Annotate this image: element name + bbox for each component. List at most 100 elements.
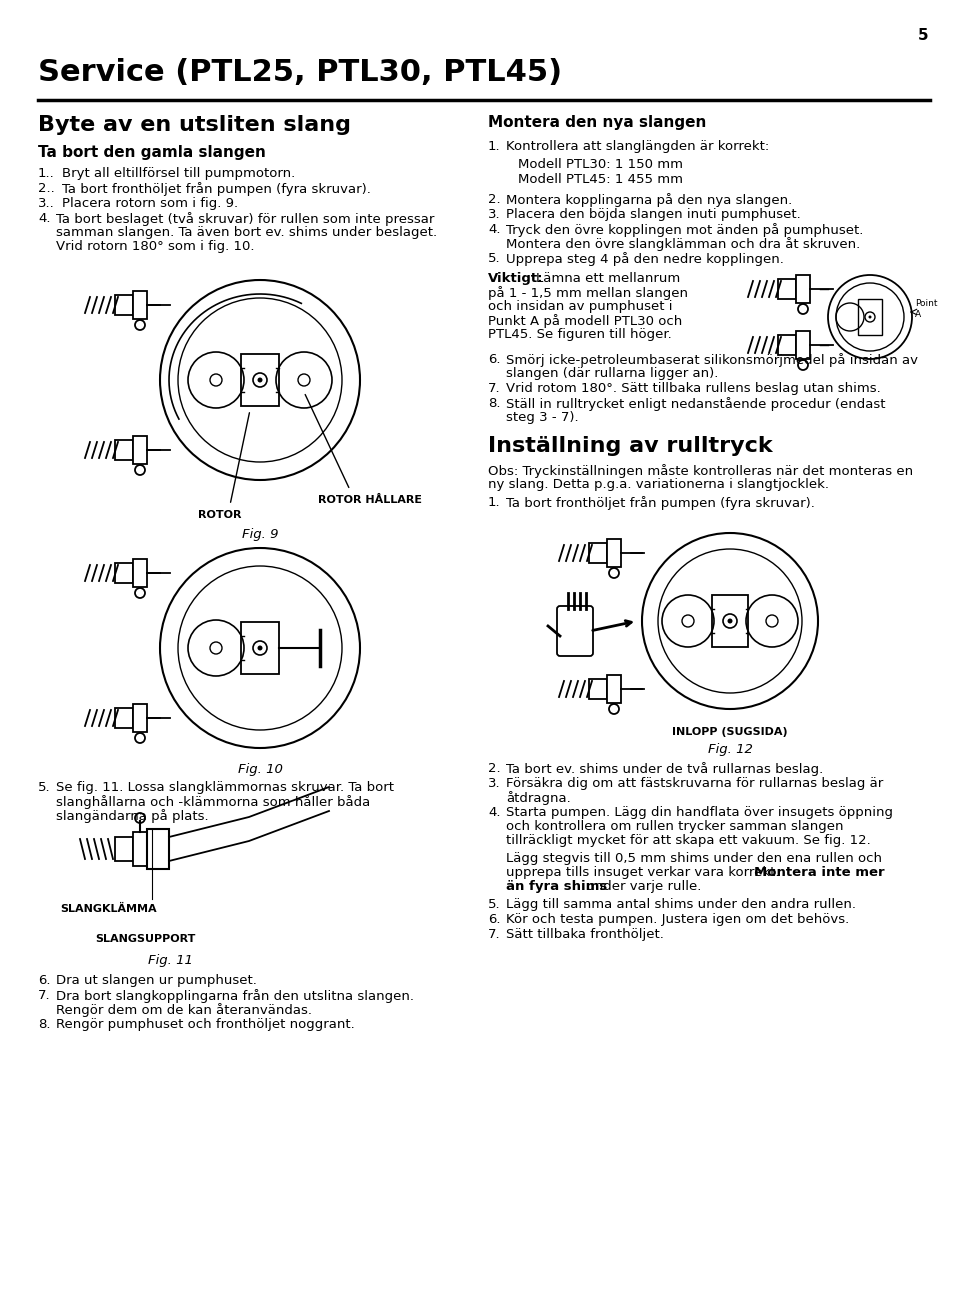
Bar <box>589 543 607 563</box>
Text: Bryt all eltillförsel till pumpmotorn.: Bryt all eltillförsel till pumpmotorn. <box>62 167 296 180</box>
Text: ROTOR: ROTOR <box>199 509 242 520</box>
Text: 7.: 7. <box>488 382 500 395</box>
Text: Fig. 12: Fig. 12 <box>708 743 753 756</box>
Text: Punkt A på modell PTL30 och: Punkt A på modell PTL30 och <box>488 314 683 328</box>
Bar <box>115 294 133 315</box>
Text: Försäkra dig om att fästskruvarna för rullarnas beslag är: Försäkra dig om att fästskruvarna för ru… <box>506 777 883 790</box>
Text: Dra bort slangkopplingarna från den utslitna slangen.: Dra bort slangkopplingarna från den utsl… <box>56 989 414 1003</box>
Text: Byte av en utsliten slang: Byte av en utsliten slang <box>38 115 351 136</box>
Text: Rengör dem om de kan återanvändas.: Rengör dem om de kan återanvändas. <box>56 1003 312 1016</box>
Text: Inställning av rulltryck: Inställning av rulltryck <box>488 437 773 456</box>
Text: Vrid rotorn 180° som i fig. 10.: Vrid rotorn 180° som i fig. 10. <box>56 240 254 253</box>
Bar <box>778 279 796 298</box>
Text: 4.: 4. <box>38 212 51 225</box>
Text: Montera den nya slangen: Montera den nya slangen <box>488 115 707 130</box>
Text: 1.: 1. <box>488 139 500 152</box>
Text: 1.: 1. <box>488 496 500 509</box>
Text: under varje rulle.: under varje rulle. <box>582 880 702 893</box>
Text: Dra ut slangen ur pumphuset.: Dra ut slangen ur pumphuset. <box>56 975 257 986</box>
Circle shape <box>609 704 619 714</box>
Text: 2.: 2. <box>488 193 500 206</box>
Text: ny slang. Detta p.g.a. variationerna i slangtjocklek.: ny slang. Detta p.g.a. variationerna i s… <box>488 478 829 491</box>
Circle shape <box>253 373 267 387</box>
Circle shape <box>798 360 808 370</box>
Text: Fig. 9: Fig. 9 <box>242 528 278 541</box>
Text: Viktigt:: Viktigt: <box>488 272 543 285</box>
Circle shape <box>723 614 737 628</box>
Text: 6.: 6. <box>488 913 500 926</box>
Text: 5.: 5. <box>488 898 500 911</box>
Text: 5: 5 <box>918 27 928 43</box>
Text: Placera den böjda slangen inuti pumphuset.: Placera den böjda slangen inuti pumphuse… <box>506 208 801 222</box>
Text: 7.: 7. <box>488 928 500 941</box>
Bar <box>241 354 279 407</box>
Text: Sätt tillbaka fronthöljet.: Sätt tillbaka fronthöljet. <box>506 928 664 941</box>
Text: Ta bort fronthöljet från pumpen (fyra skruvar).: Ta bort fronthöljet från pumpen (fyra sk… <box>506 496 815 509</box>
Bar <box>241 622 279 674</box>
Text: Tryck den övre kopplingen mot änden på pumphuset.: Tryck den övre kopplingen mot änden på p… <box>506 223 863 237</box>
Text: 5.: 5. <box>488 251 500 265</box>
Circle shape <box>869 315 872 318</box>
Text: och kontrollera om rullen trycker samman slangen: och kontrollera om rullen trycker samman… <box>506 820 844 833</box>
Text: steg 3 - 7).: steg 3 - 7). <box>506 410 579 423</box>
Text: 6.: 6. <box>488 353 500 366</box>
Text: slanghållarna och -klämmorna som håller båda: slanghållarna och -klämmorna som håller … <box>56 795 371 809</box>
Circle shape <box>257 645 262 650</box>
Text: Fig. 10: Fig. 10 <box>237 764 282 777</box>
Text: Montera den övre slangklämman och dra åt skruven.: Montera den övre slangklämman och dra åt… <box>506 237 860 251</box>
Text: Se fig. 11. Lossa slangklämmornas skruvar. Ta bort: Se fig. 11. Lossa slangklämmornas skruva… <box>56 780 394 794</box>
Text: 4.: 4. <box>488 807 500 820</box>
Text: 2..: 2.. <box>38 182 55 195</box>
Bar <box>115 563 133 582</box>
Text: 7.: 7. <box>38 989 51 1002</box>
Bar <box>147 829 169 869</box>
Bar <box>796 275 810 304</box>
Circle shape <box>253 641 267 655</box>
Text: Montera kopplingarna på den nya slangen.: Montera kopplingarna på den nya slangen. <box>506 193 792 207</box>
Text: Starta pumpen. Lägg din handflata över insugets öppning: Starta pumpen. Lägg din handflata över i… <box>506 807 893 820</box>
Text: åtdragna.: åtdragna. <box>506 791 571 805</box>
Text: Fig. 11: Fig. 11 <box>148 954 192 967</box>
Text: Lägg till samma antal shims under den andra rullen.: Lägg till samma antal shims under den an… <box>506 898 856 911</box>
Text: INLOPP (SUGSIDA): INLOPP (SUGSIDA) <box>672 727 788 737</box>
Circle shape <box>798 304 808 314</box>
Circle shape <box>728 619 732 624</box>
Text: slangen (där rullarna ligger an).: slangen (där rullarna ligger an). <box>506 367 718 380</box>
Text: upprepa tills insuget verkar vara korrekt.: upprepa tills insuget verkar vara korrek… <box>506 866 783 880</box>
Text: och insidan av pumphuset i: och insidan av pumphuset i <box>488 300 673 313</box>
Circle shape <box>257 378 262 383</box>
Text: Lägg stegvis till 0,5 mm shims under den ena rullen och: Lägg stegvis till 0,5 mm shims under den… <box>506 852 882 865</box>
FancyBboxPatch shape <box>557 606 593 655</box>
Text: 8.: 8. <box>488 397 500 410</box>
Text: SLANGKLÄMMA: SLANGKLÄMMA <box>60 904 156 915</box>
Text: Placera rotorn som i fig. 9.: Placera rotorn som i fig. 9. <box>62 197 238 210</box>
Text: slangändarna på plats.: slangändarna på plats. <box>56 809 208 823</box>
Bar <box>133 291 147 319</box>
Bar <box>858 298 882 335</box>
Text: 4.: 4. <box>488 223 500 236</box>
Bar <box>115 440 133 460</box>
Bar <box>133 704 147 732</box>
Text: Ta bort beslaget (två skruvar) för rullen som inte pressar: Ta bort beslaget (två skruvar) för rulle… <box>56 212 434 225</box>
Bar <box>115 708 133 728</box>
Circle shape <box>865 311 875 322</box>
Bar <box>133 833 147 866</box>
Circle shape <box>135 734 145 743</box>
Text: Ta bort ev. shims under de två rullarnas beslag.: Ta bort ev. shims under de två rullarnas… <box>506 762 824 777</box>
Circle shape <box>135 588 145 598</box>
Text: PTL45. Se figuren till höger.: PTL45. Se figuren till höger. <box>488 328 672 341</box>
Text: på 1 - 1,5 mm mellan slangen: på 1 - 1,5 mm mellan slangen <box>488 285 688 300</box>
Text: 2.: 2. <box>488 762 500 775</box>
Bar <box>796 331 810 360</box>
Text: 6.: 6. <box>38 975 51 986</box>
Text: SLANGSUPPORT: SLANGSUPPORT <box>95 934 195 943</box>
Circle shape <box>135 465 145 476</box>
Text: Kör och testa pumpen. Justera igen om det behövs.: Kör och testa pumpen. Justera igen om de… <box>506 913 850 926</box>
Text: 3..: 3.. <box>38 197 55 210</box>
Text: Point
A: Point A <box>915 300 938 319</box>
Text: samman slangen. Ta även bort ev. shims under beslaget.: samman slangen. Ta även bort ev. shims u… <box>56 225 437 238</box>
Text: 3.: 3. <box>488 777 500 790</box>
Text: Service (PTL25, PTL30, PTL45): Service (PTL25, PTL30, PTL45) <box>38 59 563 87</box>
Text: Modell PTL30: 1 150 mm: Modell PTL30: 1 150 mm <box>518 158 683 171</box>
Text: Kontrollera att slanglängden är korrekt:: Kontrollera att slanglängden är korrekt: <box>506 139 769 152</box>
